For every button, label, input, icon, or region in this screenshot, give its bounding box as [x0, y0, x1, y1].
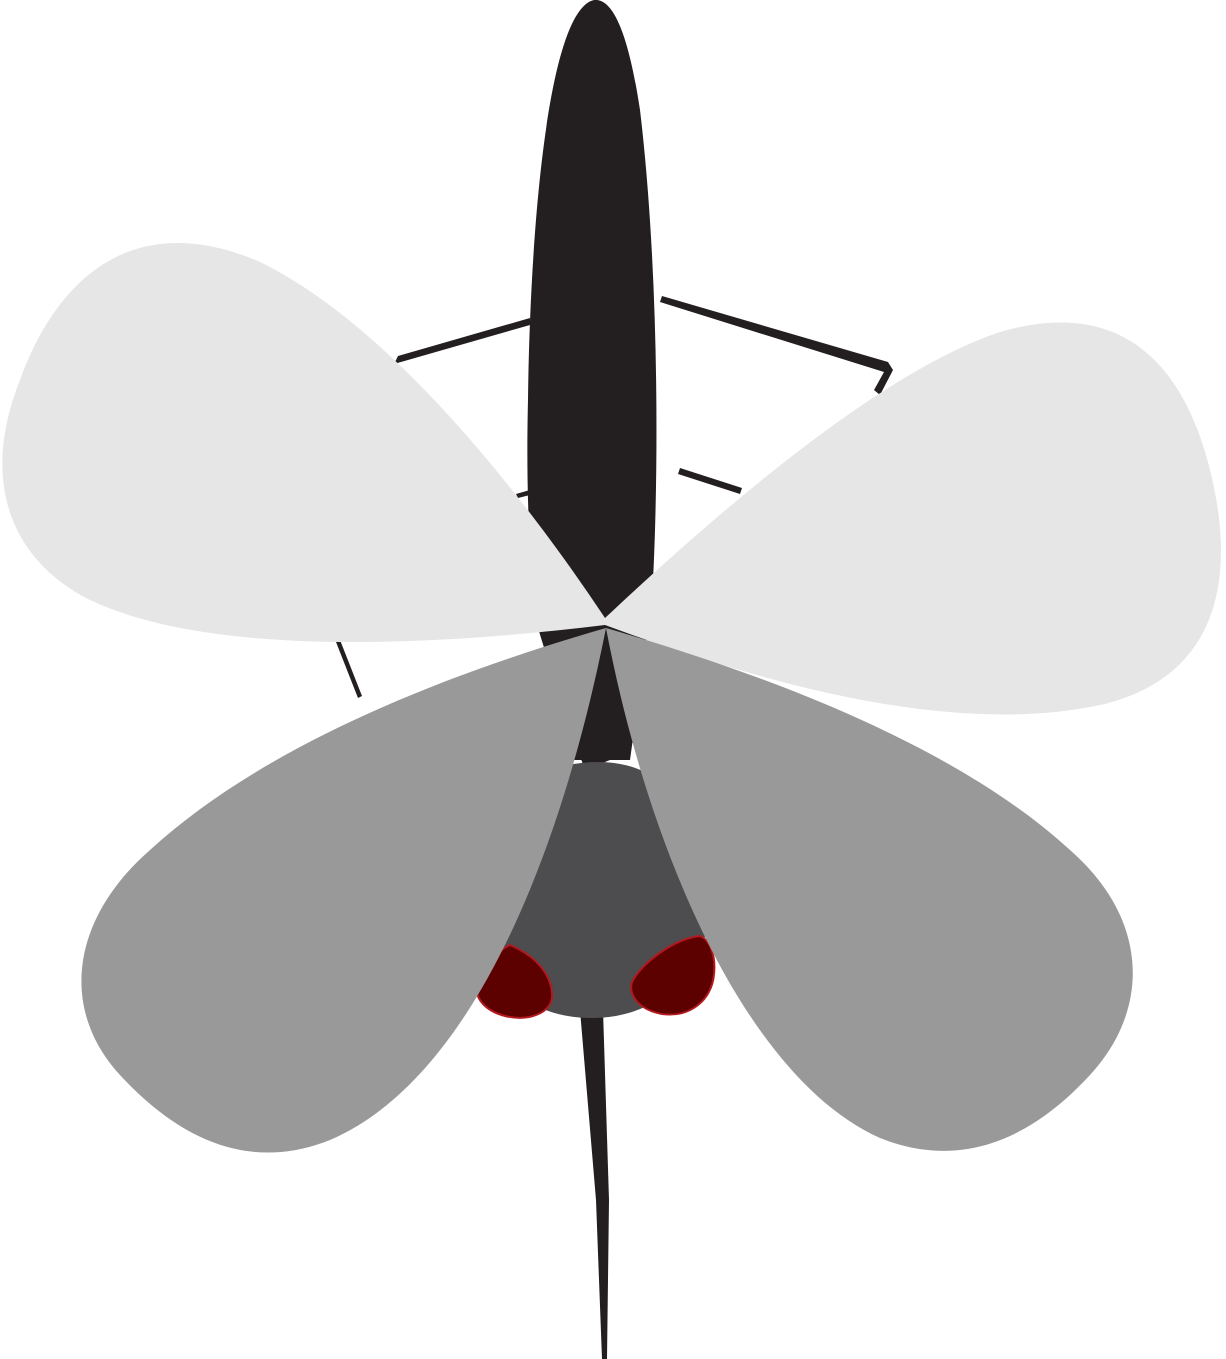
- leg-lower-left: [336, 640, 362, 698]
- hindwing-left: [81, 628, 606, 1153]
- forewing-right: [605, 322, 1221, 715]
- forewing-left: [2, 243, 605, 643]
- proboscis: [580, 1010, 609, 1359]
- legs: [336, 296, 893, 698]
- leg-middle-left: [516, 490, 530, 498]
- eye-right: [630, 934, 716, 1016]
- hindwing-right: [606, 628, 1133, 1151]
- leg-upper-left: [394, 318, 530, 364]
- leg-upper-right: [660, 296, 893, 395]
- leg-middle-right: [678, 468, 742, 494]
